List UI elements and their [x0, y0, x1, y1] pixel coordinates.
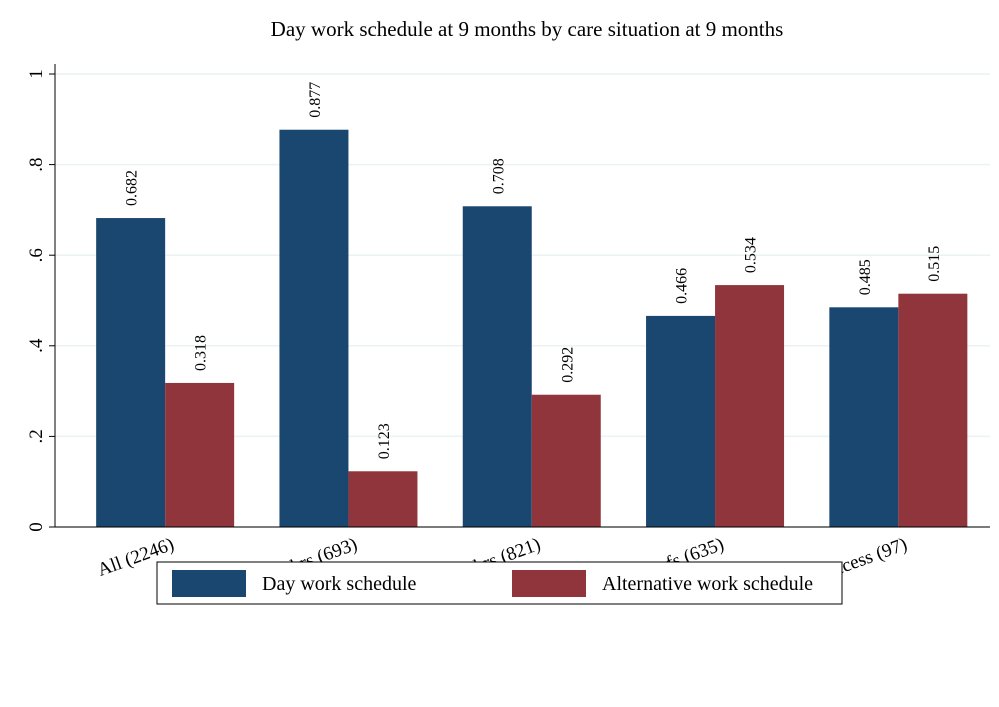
chart-title: Day work schedule at 9 months by care si…	[271, 17, 784, 41]
legend-swatch	[512, 570, 586, 597]
value-label: 0.534	[743, 237, 760, 273]
bar	[829, 307, 899, 527]
y-tick-label: .8	[26, 157, 47, 171]
value-label: 0.485	[857, 259, 874, 295]
y-tick-label: .2	[26, 429, 47, 443]
y-tick-label: .6	[26, 248, 47, 262]
value-label: 0.318	[193, 335, 210, 371]
value-label: 0.466	[674, 268, 691, 304]
bar	[715, 285, 785, 527]
value-label: 0.123	[376, 423, 393, 459]
bar	[646, 315, 716, 527]
y-tick-label: .4	[26, 338, 47, 353]
legend-label: Day work schedule	[262, 573, 417, 595]
legend-swatch	[172, 570, 246, 597]
y-tick-label: 0	[26, 522, 47, 532]
legend-box	[156, 561, 843, 605]
bar	[96, 218, 166, 527]
bar	[531, 394, 601, 527]
legend-label: Alternative work schedule	[602, 573, 813, 595]
bar	[462, 206, 532, 527]
y-tick-label: 1	[26, 69, 47, 79]
bar	[165, 382, 235, 527]
value-label: 0.708	[490, 158, 507, 194]
bar	[348, 471, 418, 527]
value-label: 0.877	[307, 82, 324, 118]
value-label: 0.515	[926, 246, 943, 282]
value-label: 0.682	[124, 170, 141, 206]
bar	[898, 293, 968, 527]
bar	[279, 129, 349, 527]
value-label: 0.292	[559, 347, 576, 383]
